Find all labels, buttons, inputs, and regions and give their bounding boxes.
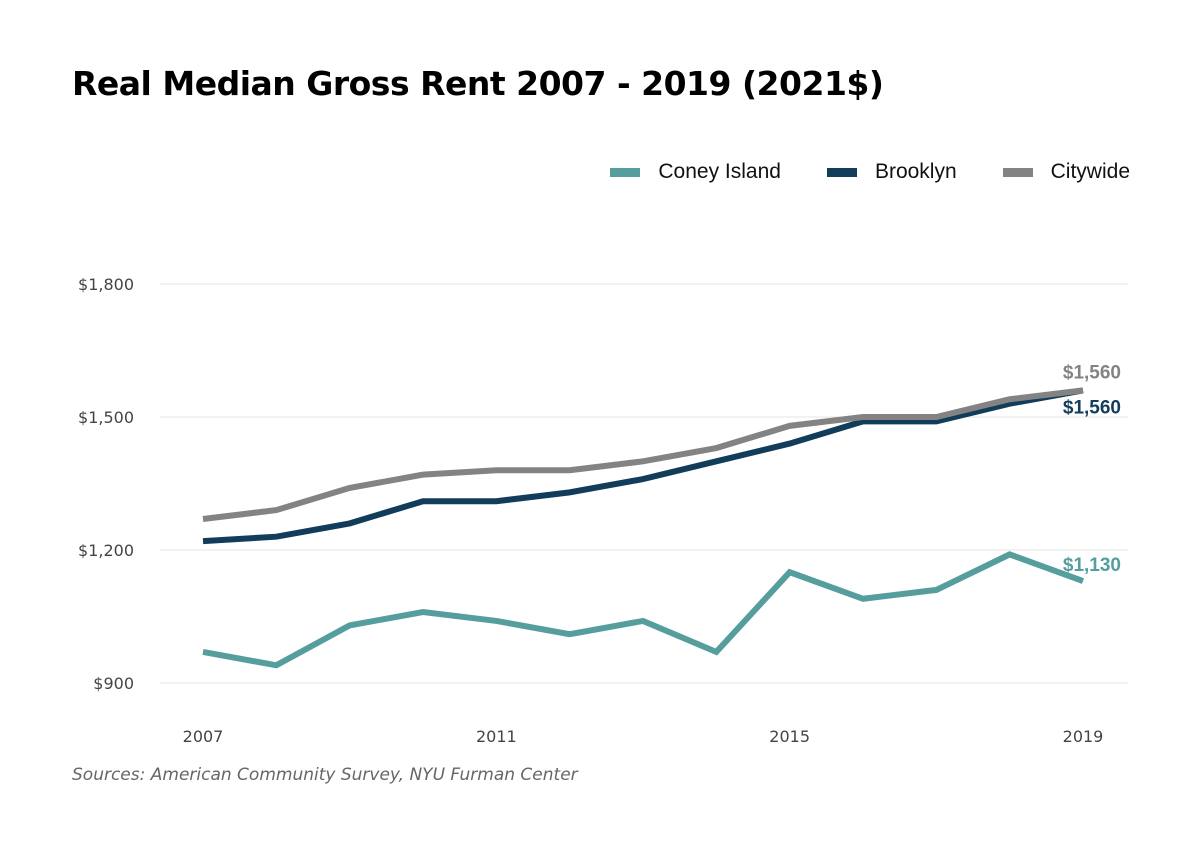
chart-title: Real Median Gross Rent 2007 - 2019 (2021…	[72, 64, 884, 103]
legend-label: Coney Island	[658, 160, 781, 183]
x-axis: 2007 2011 2015 2019	[183, 727, 1104, 746]
series-line-brooklyn	[202, 387, 1084, 545]
series-line-citywide	[202, 387, 1084, 522]
legend-label: Citywide	[1050, 160, 1130, 183]
legend-item-brooklyn: Brooklyn	[826, 160, 957, 184]
end-label-citywide: $1,560	[1063, 362, 1121, 383]
y-tick-label: $1,500	[78, 408, 134, 427]
x-tick-label: 2019	[1063, 727, 1104, 746]
end-label-brooklyn: $1,560	[1063, 397, 1121, 418]
legend-label: Brooklyn	[874, 160, 957, 183]
series-lines	[202, 387, 1085, 669]
x-tick-label: 2011	[476, 727, 517, 746]
y-axis: $900 $1,200 $1,500 $1,800	[78, 275, 134, 693]
legend-swatch-citywide	[1002, 167, 1033, 177]
legend: Coney Island Brooklyn Citywide	[564, 160, 1130, 184]
source-note: Sources: American Community Survey, NYU …	[72, 765, 578, 785]
y-tick-label: $900	[93, 674, 134, 693]
legend-swatch-brooklyn	[826, 167, 857, 177]
x-tick-label: 2007	[183, 727, 224, 746]
end-labels: $1,130 $1,560 $1,560	[1063, 362, 1121, 576]
x-tick-label: 2015	[769, 727, 810, 746]
y-tick-label: $1,800	[78, 275, 134, 294]
legend-item-coney-island: Coney Island	[610, 160, 781, 184]
legend-item-citywide: Citywide	[1002, 160, 1130, 184]
series-line-coney-island	[202, 551, 1085, 669]
end-label-coney-island: $1,130	[1063, 555, 1121, 576]
legend-swatch-coney-island	[610, 167, 641, 177]
y-tick-label: $1,200	[78, 541, 134, 560]
